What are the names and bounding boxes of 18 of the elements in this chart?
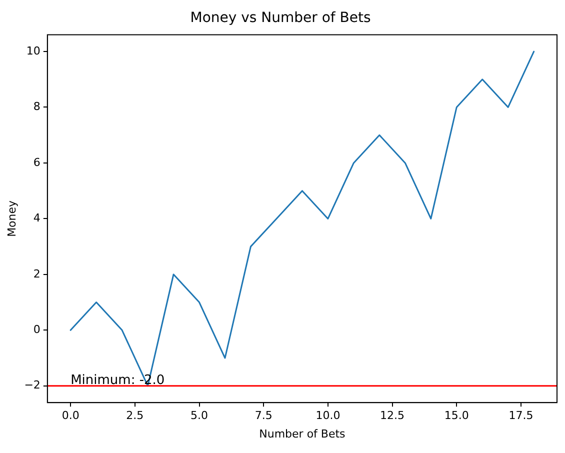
x-tick-label: 5.0	[190, 409, 208, 422]
x-tick-label: 15.0	[444, 409, 469, 422]
chart-title: Money vs Number of Bets	[190, 10, 371, 26]
x-tick-label: 0.0	[62, 409, 80, 422]
y-tick-label: 8	[33, 100, 40, 114]
x-tick-label: 12.5	[380, 409, 405, 422]
x-tick-label: 10.0	[316, 409, 340, 422]
x-axis-title: Number of Bets	[259, 427, 346, 440]
y-tick-label: −2	[24, 378, 40, 392]
y-tick-label: 2	[33, 267, 40, 280]
x-tick-label: 17.5	[508, 409, 534, 422]
y-tick-label: 6	[33, 156, 40, 169]
y-tick-label: 0	[33, 323, 40, 336]
x-tick-label: 7.5	[254, 409, 272, 422]
y-axis-title: Money	[5, 200, 18, 237]
y-tick-label: 10	[26, 44, 40, 58]
y-tick-label: 4	[33, 212, 40, 225]
x-tick-label: 2.5	[126, 409, 144, 422]
